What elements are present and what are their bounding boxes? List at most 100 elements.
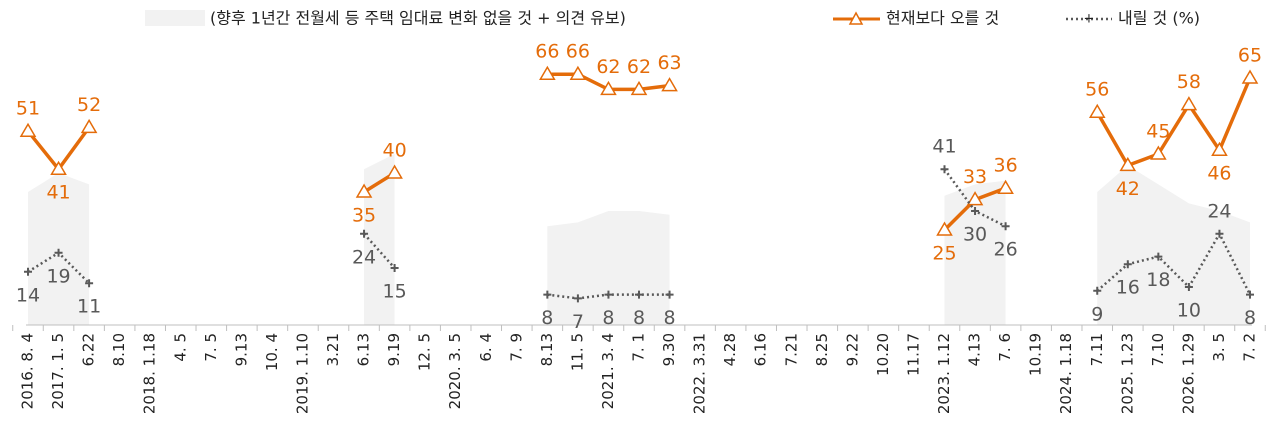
point (539, 65, 556, 80)
data-label: 45 (1146, 121, 1170, 143)
point (1119, 156, 1137, 172)
data-label: 56 (1085, 79, 1109, 101)
data-label: 24 (1207, 200, 1231, 222)
point (604, 290, 613, 299)
x-tick-label: 7.21 (782, 333, 800, 366)
x-tick-label: 10.20 (874, 333, 892, 376)
x-tick-label: 3.21 (324, 333, 342, 366)
point (80, 118, 98, 134)
legend-label: 현재보다 오를 것 (886, 9, 999, 28)
x-tick-label: 7. 1 (630, 333, 648, 362)
data-label: 62 (596, 56, 620, 78)
x-tick-label: 7. 5 (202, 333, 220, 362)
x-tick-label: 8.10 (110, 333, 128, 366)
point (1088, 103, 1106, 118)
point (355, 183, 373, 198)
data-label: 58 (1177, 71, 1201, 93)
data-label: 65 (1238, 45, 1262, 67)
x-tick-label: 10. 4 (263, 333, 281, 371)
data-label: 36 (994, 155, 1018, 177)
point (971, 207, 980, 215)
data-label: 46 (1207, 163, 1231, 185)
point (1093, 286, 1102, 295)
data-label: 10 (1177, 300, 1201, 322)
point (997, 179, 1014, 194)
point (940, 165, 949, 174)
point (635, 290, 643, 299)
data-label: 7 (572, 311, 584, 333)
data-label: 26 (994, 239, 1018, 261)
point (966, 191, 984, 206)
x-tick-label: 3. 5 (1210, 333, 1228, 362)
data-label: 15 (383, 281, 407, 303)
data-label: 11 (77, 296, 101, 318)
point (936, 221, 953, 236)
data-label: 35 (352, 205, 376, 227)
data-label: 42 (1116, 178, 1140, 200)
point (665, 290, 674, 299)
x-tick-label: 2023. 1.12 (935, 333, 953, 414)
x-tick-label: 2025. 1.23 (1118, 333, 1136, 414)
data-label: 30 (963, 224, 987, 246)
legend-marker (848, 11, 864, 25)
point (600, 80, 617, 96)
x-tick-label: 9.19 (385, 333, 403, 366)
data-label: 40 (383, 140, 407, 162)
data-label: 51 (16, 98, 40, 120)
data-label: 14 (16, 284, 40, 306)
x-tick-label: 6.16 (752, 333, 770, 366)
x-tick-label: 2026. 1.29 (1179, 333, 1197, 414)
data-label: 66 (566, 41, 590, 63)
x-tick-label: 2018. 1.18 (141, 333, 159, 414)
x-tick-label: 12. 5 (416, 333, 434, 371)
point (569, 65, 587, 80)
point (19, 122, 37, 137)
x-tick-label: 9.22 (843, 333, 861, 366)
data-label: 41 (46, 182, 70, 204)
x-tick-label: 11. 5 (568, 333, 586, 371)
data-label: 8 (1244, 307, 1256, 329)
point (50, 160, 67, 175)
x-tick-label: 6.22 (80, 333, 98, 366)
x-tick-label: 8.13 (538, 333, 556, 366)
x-tick-label: 2024. 1.18 (1057, 333, 1075, 414)
point (1211, 141, 1228, 156)
data-label: 8 (602, 307, 614, 329)
x-tick-label: 2019. 1.10 (293, 333, 311, 414)
point (1184, 283, 1193, 291)
x-tick-label: 2016. 8. 4 (19, 333, 37, 409)
point (386, 164, 403, 179)
point (1150, 145, 1167, 160)
x-tick-label: 4.28 (721, 333, 739, 366)
x-tick-label: 11.17 (904, 333, 922, 376)
legend-label: (향후 1년간 전월세 등 주택 임대료 변화 없을 것 + 의견 유보) (210, 9, 626, 28)
data-label: 25 (932, 243, 956, 265)
data-label: 41 (932, 136, 956, 158)
data-label: 33 (963, 166, 987, 188)
data-label: 62 (627, 56, 651, 78)
point (1180, 96, 1198, 111)
data-label: 8 (664, 307, 676, 329)
x-tick-label: 7. 9 (507, 333, 525, 362)
x-tick-label: 4.13 (966, 333, 984, 366)
point (661, 77, 678, 92)
x-tick-label: 6. 4 (477, 333, 495, 362)
point (1001, 222, 1010, 231)
data-label: 9 (1091, 303, 1103, 325)
point (1215, 229, 1224, 238)
point (24, 267, 32, 276)
x-tick-label: 7. 6 (996, 333, 1014, 362)
x-tick-label: 2020. 3. 5 (446, 333, 464, 409)
legend-label: 내릴 것 (%) (1118, 9, 1200, 28)
x-tick-label: 2017. 1. 5 (49, 333, 67, 409)
x-tick-label: 7. 2 (1241, 333, 1259, 362)
x-tick-label: 9.30 (660, 333, 678, 366)
point (573, 294, 582, 303)
data-label: 16 (1116, 277, 1140, 299)
data-label: 18 (1146, 269, 1170, 291)
data-label: 24 (352, 246, 376, 268)
data-label: 66 (535, 41, 559, 63)
x-tick-label: 9.13 (232, 333, 250, 366)
x-tick-label: 8.25 (813, 333, 831, 366)
